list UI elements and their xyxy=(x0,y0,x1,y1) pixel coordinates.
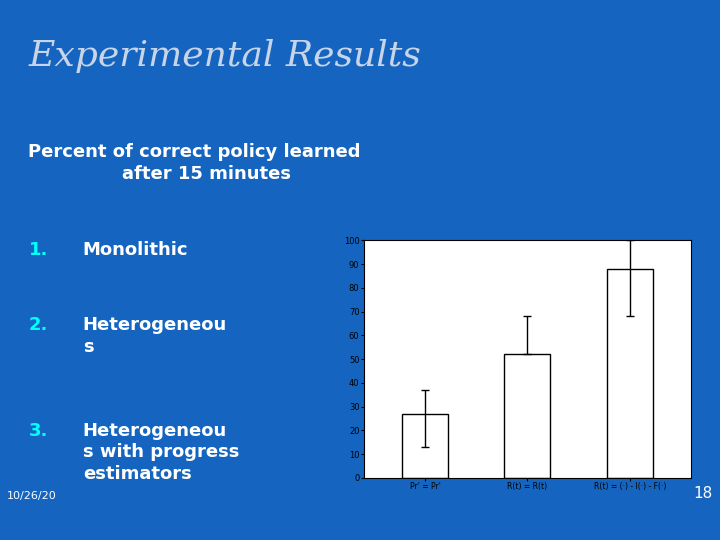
Text: Monolithic: Monolithic xyxy=(83,241,189,259)
Bar xyxy=(402,414,448,478)
Bar xyxy=(607,269,653,478)
Text: 2.: 2. xyxy=(29,316,48,334)
Text: 1.: 1. xyxy=(29,241,48,259)
Text: Heterogeneou
s with progress
estimators: Heterogeneou s with progress estimators xyxy=(83,422,239,483)
Text: 18: 18 xyxy=(693,486,713,501)
Text: Heterogeneou
s: Heterogeneou s xyxy=(83,316,227,356)
Text: Percent of correct policy learned
    after 15 minutes: Percent of correct policy learned after … xyxy=(28,143,361,183)
Text: 3.: 3. xyxy=(29,422,48,440)
Text: Experimental Results: Experimental Results xyxy=(29,39,421,73)
Text: 10/26/20: 10/26/20 xyxy=(7,491,57,501)
Bar xyxy=(505,354,550,478)
